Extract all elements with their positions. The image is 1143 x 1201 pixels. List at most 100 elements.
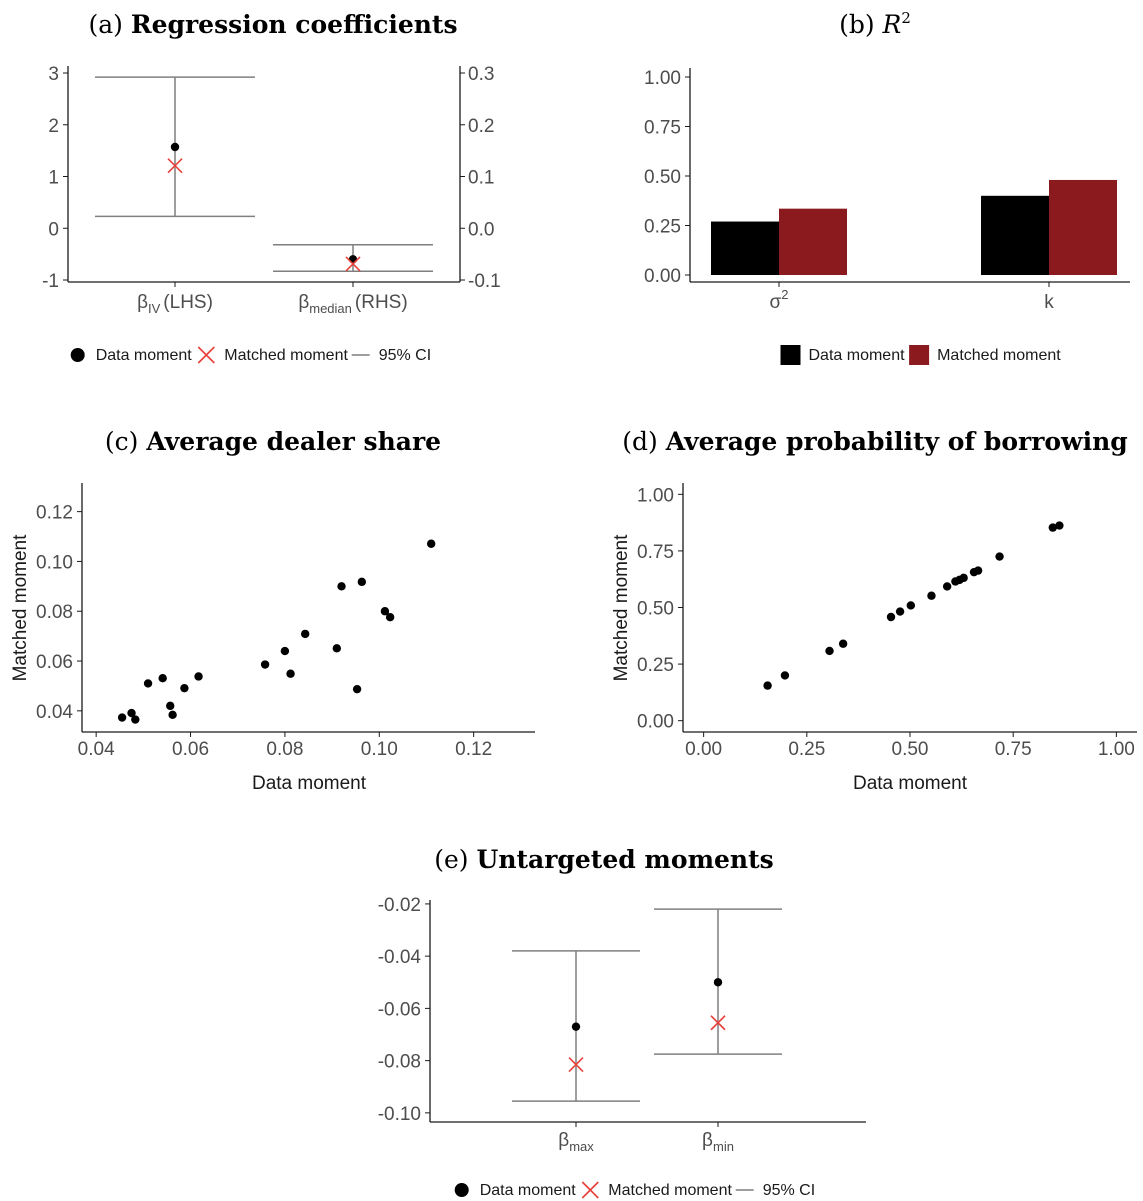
y-tick-label: -0.06 xyxy=(378,999,421,1020)
right-tick-label: 0.0 xyxy=(468,219,494,240)
x-tick-label: 0.50 xyxy=(892,739,929,760)
scatter-point xyxy=(380,607,390,616)
data-point-1 xyxy=(348,255,358,264)
y-tick-label: 0.10 xyxy=(36,552,73,573)
x-tick-label-text: σ xyxy=(770,292,782,313)
panel-e-legend-label-2: 95% CI xyxy=(763,1182,815,1199)
bar-matched-1 xyxy=(1049,179,1117,275)
data-point-min xyxy=(713,978,723,987)
x-tick-label: 0.25 xyxy=(788,739,825,760)
scatter-point xyxy=(426,539,436,548)
y-tick-label: 0.04 xyxy=(36,702,73,723)
y-tick-label: 0.00 xyxy=(644,266,681,287)
panel-a-legend-key-1-stroke-2 xyxy=(197,346,215,364)
scatter-point xyxy=(143,679,153,688)
y-tick-label: 0.25 xyxy=(644,217,681,238)
panel-a-legend-label-0: Data moment xyxy=(96,347,193,364)
left-tick-label: 2 xyxy=(48,116,59,137)
scatter-point xyxy=(895,607,905,616)
y-tick-label: 1.00 xyxy=(637,485,674,506)
y-tick-label: -0.02 xyxy=(378,895,421,916)
x-tick-label-0: σ2 xyxy=(770,287,789,313)
scatter-point xyxy=(166,701,175,711)
y-tick-label: 0.75 xyxy=(637,542,674,563)
x-tick-label-median-subscript: median xyxy=(309,301,352,316)
x-tick-label: 0.75 xyxy=(995,739,1032,760)
panel-b-plot: 1.00 0.75 0.50 0.25 0.00 σ2 k Data moment Matche… xyxy=(644,68,1130,365)
scatter-point xyxy=(385,613,395,622)
left-tick-label: -1 xyxy=(42,271,59,292)
left-tick-label: 3 xyxy=(48,64,59,85)
matched-point-0 xyxy=(167,158,183,174)
scatter-point xyxy=(168,710,177,720)
x-tick-label-iv-suffix: (LHS) xyxy=(163,292,213,313)
y-tick-label: -0.04 xyxy=(378,947,422,968)
y-tick-label: 0.00 xyxy=(637,712,674,733)
x-tick-label-median-suffix: (RHS) xyxy=(355,292,408,313)
x-tick-label: 0.12 xyxy=(455,739,492,760)
x-tick-label-median: βmedian (RHS) xyxy=(298,292,407,316)
panel-e-legend-key-1-stroke-2 xyxy=(581,1181,599,1199)
scatter-point xyxy=(357,577,367,587)
x-tick-label-iv-symbol: β xyxy=(137,292,148,313)
x-tick-label-text: k xyxy=(1044,292,1054,313)
panel-b-legend-key-1 xyxy=(909,345,930,365)
y-tick-label: 0.25 xyxy=(637,655,674,676)
scatter-point xyxy=(927,591,936,600)
matched-point-max-stroke-2 xyxy=(568,1056,584,1073)
data-point-max xyxy=(571,1022,581,1031)
panel-d-plot: 0.00 0.25 0.50 0.75 1.00 1.00 0.75 0.50 0.25 0.00 xyxy=(637,483,1137,760)
right-tick-label: 0.3 xyxy=(468,64,494,85)
panel-c-y-label: Matched moment xyxy=(10,534,31,682)
panel-c-x-label: Data moment xyxy=(252,773,367,794)
panel-c-plot: 0.04 0.06 0.08 0.10 0.12 0.12 0.10 0.08 0.06 0.04 xyxy=(36,483,535,760)
scatter-point xyxy=(352,684,362,694)
x-tick-label-max: βmax xyxy=(558,1130,594,1154)
scatter-point xyxy=(180,683,189,693)
scatter-point xyxy=(825,646,834,656)
x-tick-label-min-symbol: β xyxy=(702,1130,713,1151)
scatter-point xyxy=(995,552,1004,561)
scatter-point xyxy=(300,629,310,639)
scatter-point xyxy=(280,646,290,656)
scatter-point xyxy=(780,671,790,680)
scatter-point xyxy=(886,612,896,622)
panel-c-title: (c) Average dealer share xyxy=(105,427,441,456)
x-tick-label-sup: 2 xyxy=(781,287,788,302)
y-tick-label: -0.10 xyxy=(378,1104,421,1125)
data-point-0 xyxy=(170,142,180,152)
scatter-point xyxy=(158,674,167,683)
matched-point-0-stroke-2 xyxy=(167,158,183,174)
scatter-point xyxy=(942,582,952,591)
panel-e-title: (e) Untargeted moments xyxy=(434,845,773,874)
scatter-point xyxy=(260,660,270,669)
scatter-point xyxy=(286,669,295,678)
matched-point-max xyxy=(568,1056,584,1073)
scatter-point xyxy=(117,713,127,722)
x-tick-label-iv-subscript: IV xyxy=(148,301,161,316)
x-tick-label: 1.00 xyxy=(1098,739,1135,760)
scatter-point xyxy=(332,644,342,653)
matched-point-1-stroke-2 xyxy=(345,256,361,272)
panel-d-y-label: Matched moment xyxy=(611,534,632,682)
scatter-point xyxy=(763,681,772,690)
scatter-point xyxy=(127,708,136,718)
matched-point-min xyxy=(710,1015,726,1031)
panel-e-legend-label-0: Data moment xyxy=(480,1182,577,1199)
right-tick-label: -0.1 xyxy=(468,271,501,292)
y-tick-label: 0.06 xyxy=(36,652,73,673)
scatter-point xyxy=(1048,523,1058,532)
scatter-point xyxy=(959,573,968,583)
bar-data-0 xyxy=(711,221,779,275)
left-tick-label: 0 xyxy=(48,219,59,240)
scatter-point xyxy=(906,601,916,610)
y-tick-label: 0.08 xyxy=(36,602,73,623)
y-tick-label: 0.50 xyxy=(644,167,681,188)
x-tick-label: 0.00 xyxy=(685,739,722,760)
panel-b-legend-label-0: Data moment xyxy=(809,347,906,364)
scatter-point xyxy=(973,566,983,575)
bar-data-1 xyxy=(981,195,1049,275)
